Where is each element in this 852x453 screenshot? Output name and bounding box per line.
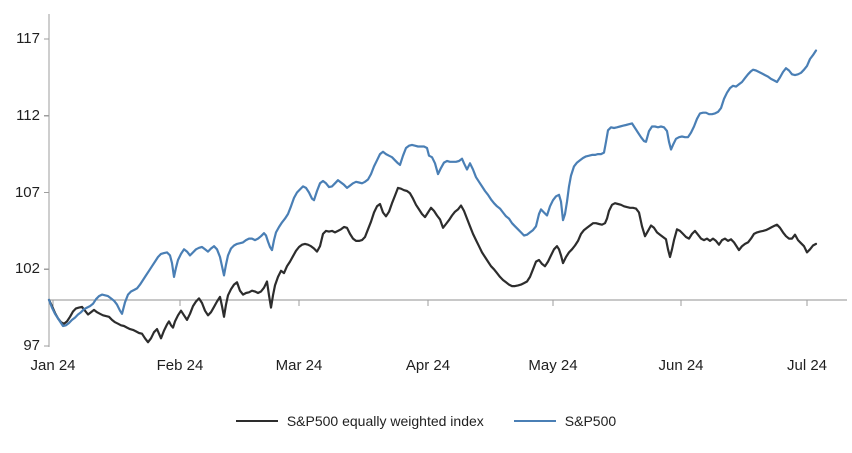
x-tick-label: May 24 <box>528 357 578 374</box>
x-tick-label: Apr 24 <box>405 357 451 374</box>
legend-item-equal-weight: S&P500 equally weighted index <box>235 413 484 429</box>
legend-item-sp500: S&P500 <box>513 413 617 429</box>
sp500-line <box>47 49 818 328</box>
x-tick-label: Feb 24 <box>156 357 204 374</box>
x-tick-label: Jun 24 <box>658 357 704 374</box>
legend-label-equal-weight: S&P500 equally weighted index <box>286 413 484 429</box>
equal-weight-line <box>47 186 818 344</box>
legend: S&P500 equally weighted index S&P500 <box>0 413 852 429</box>
y-tick-label: 102 <box>14 260 40 278</box>
y-tick-label: 97 <box>23 337 40 354</box>
x-tick-label: Mar 24 <box>275 357 323 374</box>
x-tick-label: Jul 24 <box>786 357 828 374</box>
legend-label-sp500: S&P500 <box>564 413 617 429</box>
y-tick-label: 117 <box>16 30 40 47</box>
x-tick-label: Jan 24 <box>30 357 76 374</box>
legend-swatch-sp500 <box>513 419 556 423</box>
legend-swatch-equal-weight <box>235 419 278 423</box>
y-tick-label: 112 <box>16 106 40 124</box>
y-tick-label: 107 <box>14 183 40 201</box>
